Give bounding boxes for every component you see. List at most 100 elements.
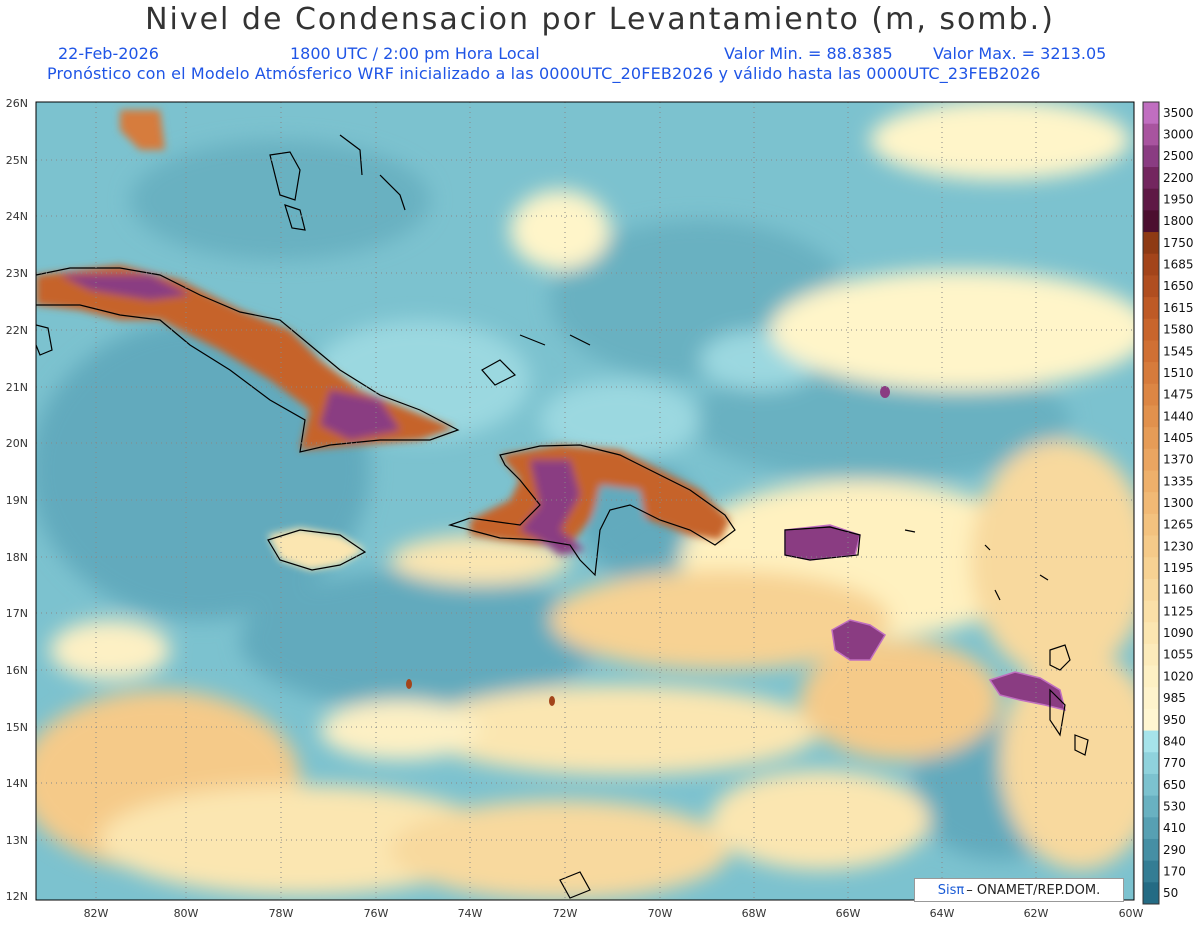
lat-tick: 26N (6, 97, 28, 110)
colorbar-label: 1300 (1163, 496, 1194, 510)
colorbar-label: 985 (1163, 691, 1186, 705)
colorbar-swatch (1143, 730, 1159, 753)
lcl-max-blob-c (880, 386, 890, 398)
lat-tick: 14N (6, 777, 28, 790)
colorbar-swatch (1143, 492, 1159, 515)
colorbar-label: 1750 (1163, 236, 1194, 250)
colorbar-swatch (1143, 188, 1159, 211)
grid-lines (36, 102, 1134, 900)
colorbar-label: 1510 (1163, 366, 1194, 380)
max-value: Valor Max. = 3213.05 (933, 44, 1107, 63)
colorbar-label: 2200 (1163, 171, 1194, 185)
colorbar-label: 170 (1163, 864, 1186, 878)
jamaica-lcl-shading (268, 528, 365, 570)
colorbar-swatch (1143, 622, 1159, 645)
colorbar-label: 1475 (1163, 388, 1194, 402)
colorbar: 3500 3000 2500 2200 1950 1800 1750 1685 1650 1615… (1142, 101, 1194, 905)
colorbar-label: 290 (1163, 843, 1186, 857)
lcl-max-blob-b (988, 671, 1067, 712)
forecast-date: 22-Feb-2026 (58, 44, 159, 63)
lat-tick: 12N (6, 890, 28, 903)
colorbar-label: 3000 (1163, 128, 1194, 142)
colorbar-swatch (1143, 145, 1159, 168)
colorbar-swatch (1143, 600, 1159, 623)
map-frame (35, 101, 1135, 901)
colorbar-label: 2500 (1163, 149, 1194, 163)
lon-tick: 78W (269, 907, 294, 920)
colorbar-label: 950 (1163, 713, 1186, 727)
lon-tick: 74W (458, 907, 483, 920)
colorbar-swatch (1143, 535, 1159, 558)
colorbar-swatch (1143, 795, 1159, 818)
lat-tick: 13N (6, 834, 28, 847)
lat-tick: 18N (6, 551, 28, 564)
colorbar-label: 1800 (1163, 214, 1194, 228)
lon-tick: 82W (84, 907, 109, 920)
lon-axis: 82W 80W 78W 76W 74W 72W 70W 68W 66W 64W … (84, 907, 1144, 920)
lon-tick: 64W (930, 907, 955, 920)
colorbar-swatch (1143, 318, 1159, 341)
colorbar-swatch (1143, 708, 1159, 732)
colorbar-swatch (1143, 557, 1159, 580)
page-title: Nivel de Condensacion por Levantamiento … (145, 2, 1055, 37)
lat-axis: 26N 25N 24N 23N 22N 21N 20N 19N 18N 17N … (6, 97, 28, 903)
colorbar-label: 1090 (1163, 626, 1194, 640)
lat-tick: 23N (6, 267, 28, 280)
forecast-time: 1800 UTC / 2:00 pm Hora Local (290, 44, 540, 63)
colorbar-swatch (1143, 513, 1159, 537)
lat-tick: 17N (6, 607, 28, 620)
lat-tick: 16N (6, 664, 28, 677)
colorbar-swatch (1143, 860, 1159, 883)
colorbar-swatch (1143, 448, 1159, 471)
lon-tick: 76W (364, 907, 389, 920)
credit-box: Sisπ – ONAMET/REP.DOM. (914, 878, 1124, 902)
colorbar-swatch (1143, 210, 1159, 233)
colorbar-swatch (1143, 297, 1159, 320)
colorbar-swatch (1143, 405, 1159, 428)
colorbar-frame (1142, 101, 1160, 905)
colorbar-swatch (1143, 232, 1159, 255)
colorbar-label: 1405 (1163, 431, 1194, 445)
lon-tick: 68W (742, 907, 767, 920)
colorbar-label: 1580 (1163, 323, 1194, 337)
lat-tick: 25N (6, 154, 28, 167)
colorbar-swatch (1143, 427, 1159, 450)
colorbar-swatch (1143, 665, 1159, 688)
colorbar-label: 1545 (1163, 344, 1194, 358)
colorbar-label: 1440 (1163, 409, 1194, 423)
colorbar-label: 1020 (1163, 669, 1194, 683)
colorbar-label: 1685 (1163, 258, 1194, 272)
colorbar-label: 3500 (1163, 106, 1194, 120)
colorbar-label: 50 (1163, 886, 1178, 900)
colorbar-swatch (1143, 687, 1159, 710)
min-value: Valor Min. = 88.8385 (724, 44, 893, 63)
lon-tick: 70W (648, 907, 673, 920)
colorbar-swatch (1143, 275, 1159, 298)
lat-tick: 21N (6, 381, 28, 394)
colorbar-label: 1950 (1163, 193, 1194, 207)
colorbar-label: 770 (1163, 756, 1186, 770)
colorbar-label: 1615 (1163, 301, 1194, 315)
lcl-max-blob-a (831, 619, 887, 661)
colorbar-swatch (1143, 383, 1159, 406)
colorbar-label: 840 (1163, 734, 1186, 748)
colorbar-label: 1230 (1163, 539, 1194, 553)
colorbar-label: 1195 (1163, 561, 1194, 575)
colorbar-label: 1650 (1163, 279, 1194, 293)
colorbar-swatch (1143, 362, 1159, 385)
colorbar-label: 1370 (1163, 453, 1194, 467)
colorbar-label: 530 (1163, 799, 1186, 813)
cuba-lcl-shading (36, 110, 455, 450)
lon-tick: 72W (553, 907, 578, 920)
lon-tick: 62W (1024, 907, 1049, 920)
lat-tick: 19N (6, 494, 28, 507)
lat-tick: 22N (6, 324, 28, 337)
colorbar-swatch (1143, 882, 1159, 905)
hispaniola-lcl-shading (470, 445, 730, 555)
colorbar-label: 410 (1163, 821, 1186, 835)
lat-tick: 15N (6, 721, 28, 734)
colorbar-swatch (1143, 578, 1159, 602)
colorbar-label: 1055 (1163, 648, 1194, 662)
lcl-field-shading (36, 102, 1134, 900)
colorbar-swatch (1143, 167, 1159, 190)
